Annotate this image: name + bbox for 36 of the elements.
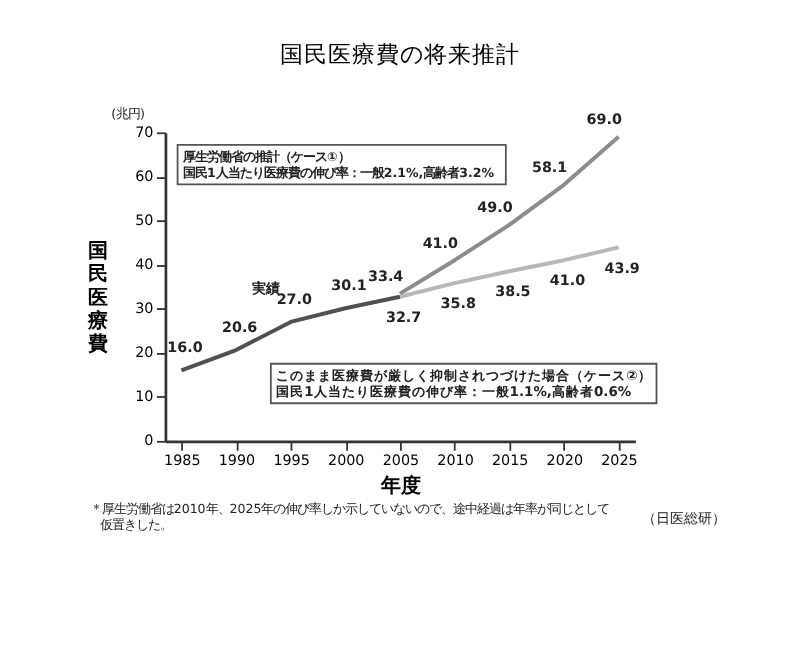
data-label: 30.1 <box>331 276 367 295</box>
y-tick-label: 60 <box>135 166 155 185</box>
x-tick-label: 1990 <box>218 451 257 470</box>
x-tick-label: 2005 <box>382 451 420 470</box>
series-label: 実績 <box>249 279 280 298</box>
y-axis-title: 国民医療費 <box>85 241 108 357</box>
y-tick-label: 40 <box>135 255 155 274</box>
x-axis-title: 年度 <box>378 474 421 499</box>
y-tick-label: 30 <box>135 299 155 318</box>
data-label: 27.0 <box>276 289 312 308</box>
y-tick-label: 70 <box>135 122 155 141</box>
chart-title: 国民医療費の将来推計 <box>280 40 520 69</box>
data-label: 32.7 <box>385 307 422 326</box>
data-label: 49.0 <box>477 198 513 217</box>
data-label: 41.0 <box>549 271 586 290</box>
y-tick-label: 20 <box>135 343 155 362</box>
data-label: 38.5 <box>495 282 531 301</box>
data-label: 20.6 <box>221 318 258 337</box>
y-tick-label: 10 <box>135 387 155 406</box>
data-label: 58.1 <box>531 158 568 177</box>
y-tick-label: 0 <box>144 431 155 450</box>
data-label: 43.9 <box>604 258 640 277</box>
data-label: 35.8 <box>440 294 476 313</box>
data-label: 33.4 <box>367 267 404 286</box>
data-label: 69.0 <box>586 110 622 129</box>
x-tick-label: 2015 <box>491 451 529 470</box>
data-label: 41.0 <box>422 233 458 252</box>
x-tick-label: 1995 <box>273 451 310 470</box>
x-tick-label: 2010 <box>437 451 475 470</box>
y-tick-label: 50 <box>135 211 155 230</box>
data-label: 16.0 <box>167 338 203 357</box>
x-tick-label: 2020 <box>546 451 584 470</box>
x-tick-label: 1985 <box>164 451 201 470</box>
text: （日医総研） <box>642 509 727 528</box>
x-tick-label: 2025 <box>601 451 638 470</box>
x-tick-label: 2000 <box>328 451 366 470</box>
